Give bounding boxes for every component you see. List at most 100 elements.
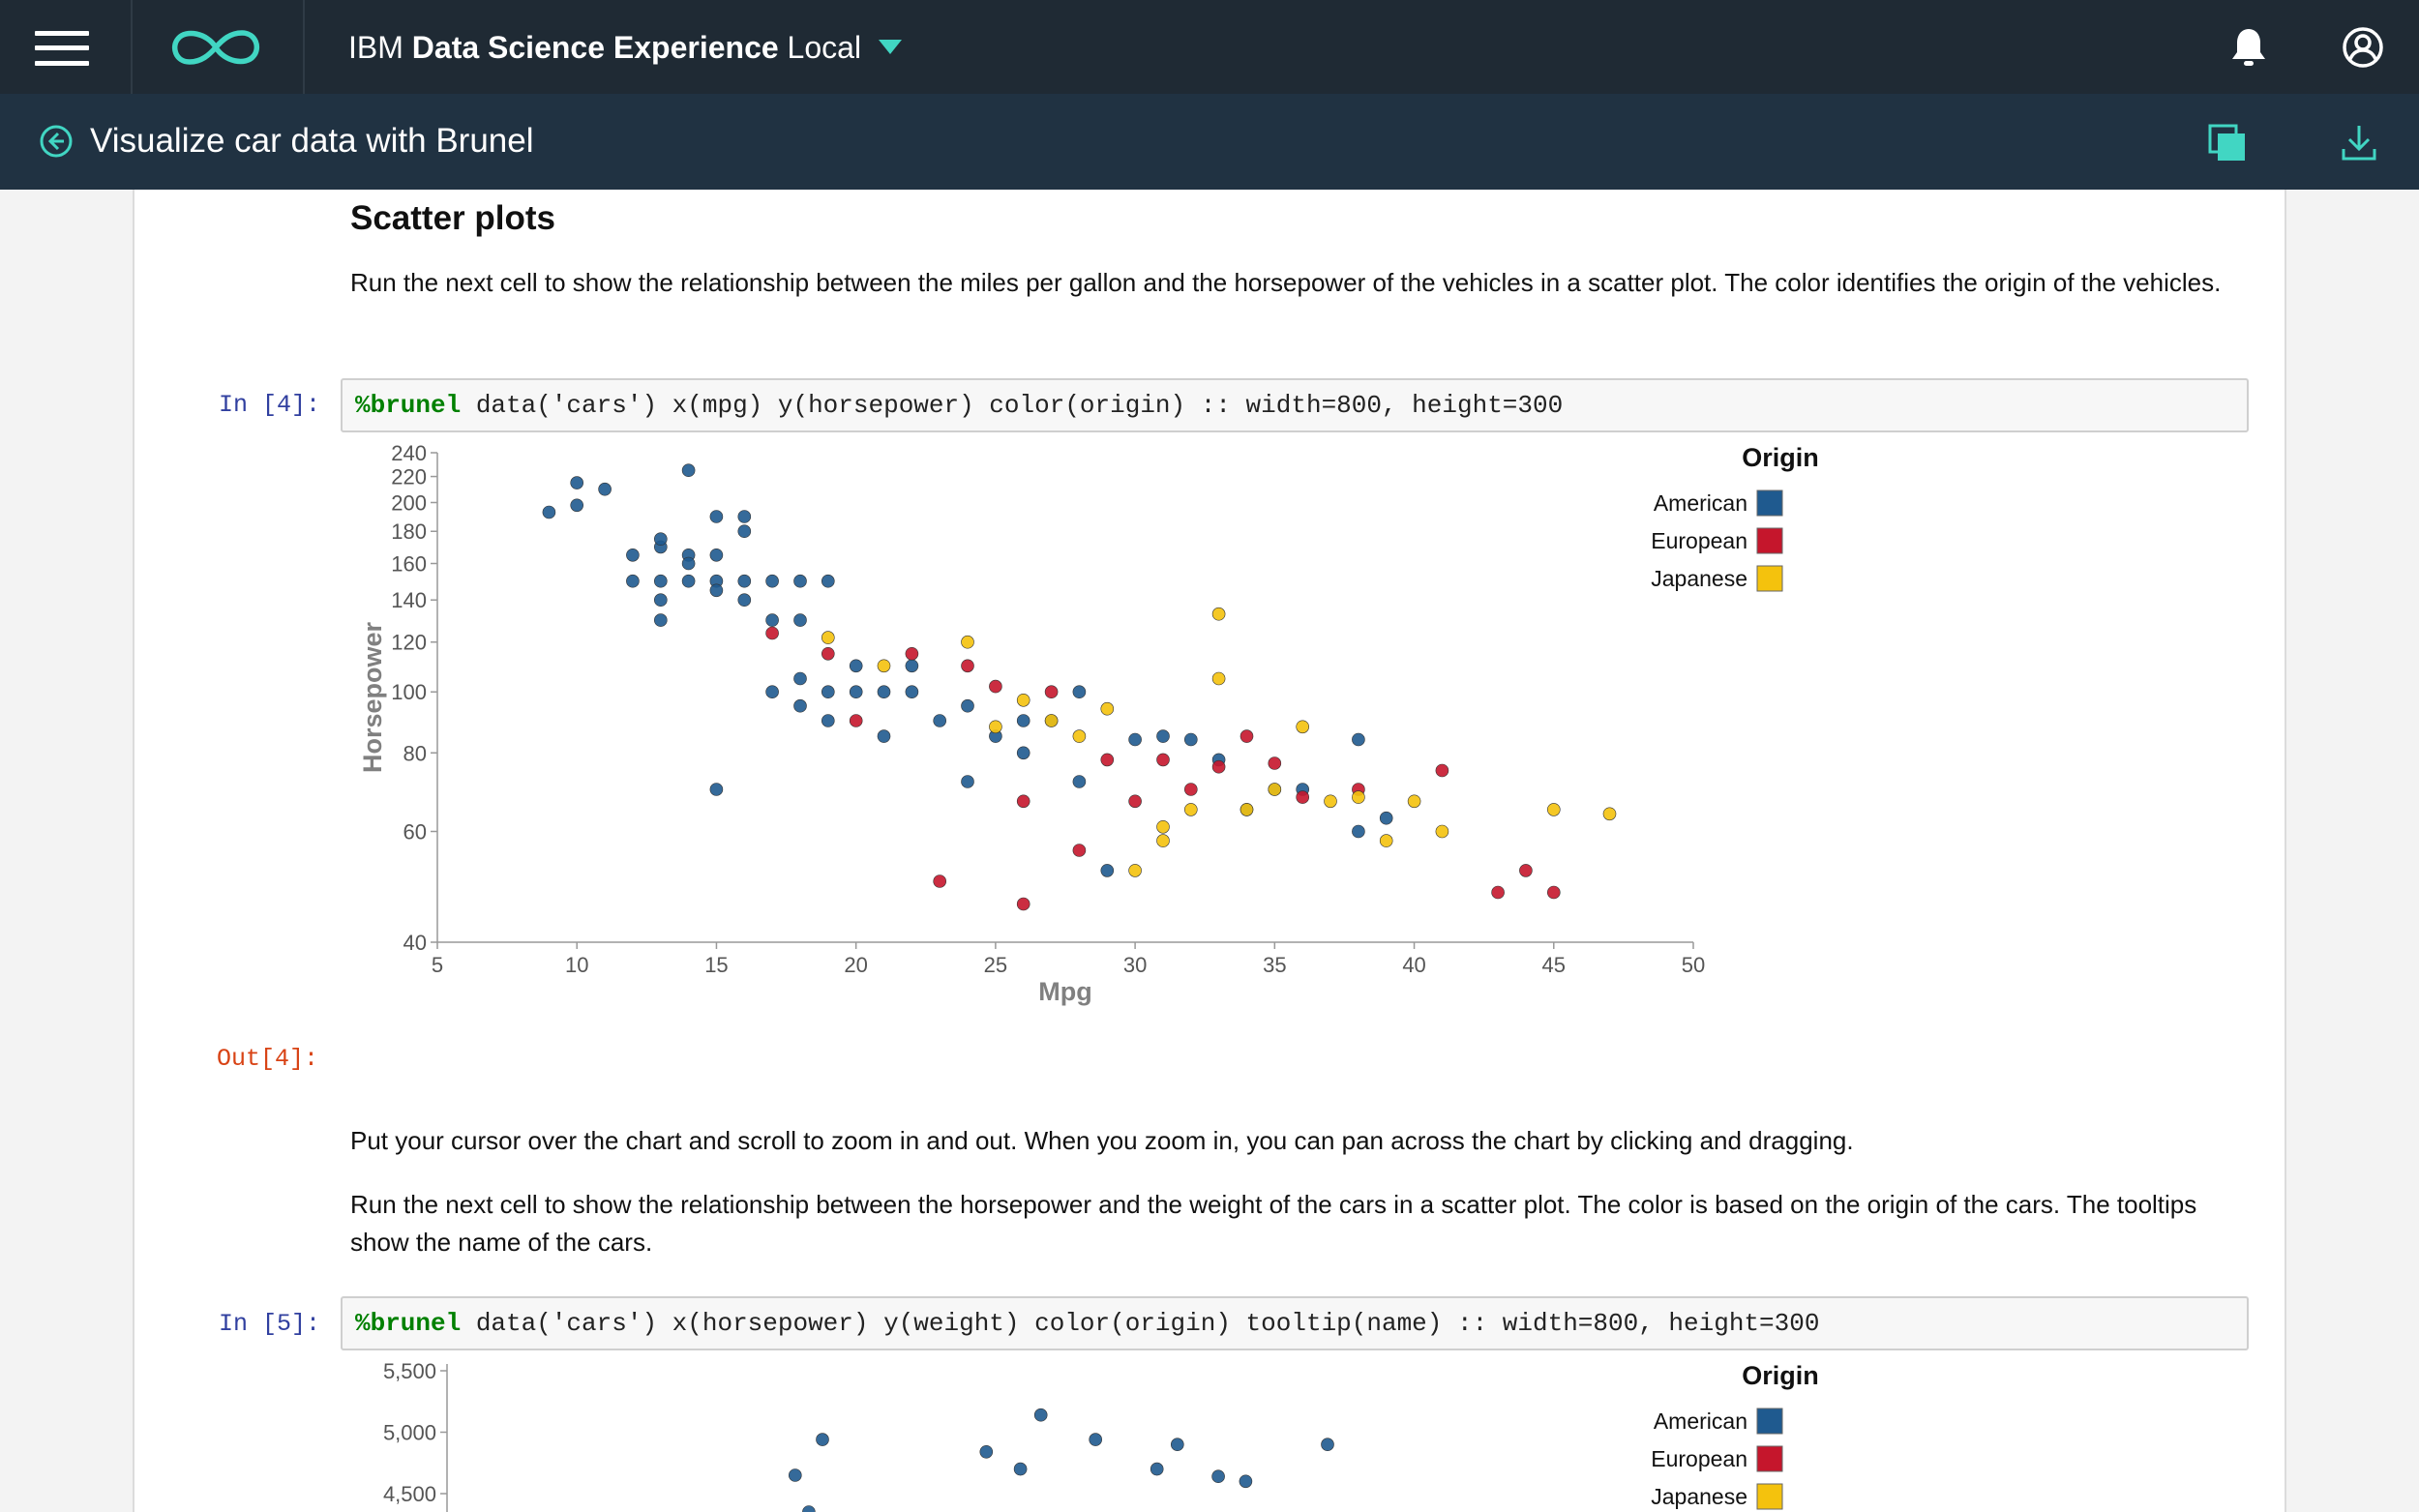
- scatter-point[interactable]: [1296, 720, 1310, 734]
- scatter-point[interactable]: [1100, 701, 1115, 716]
- scatter-point[interactable]: [961, 659, 974, 673]
- scatter-point[interactable]: [849, 714, 863, 727]
- scatter-point[interactable]: [1156, 729, 1170, 743]
- scatter-point[interactable]: [1211, 607, 1226, 621]
- scatter-point[interactable]: [1239, 803, 1254, 816]
- scatter-point[interactable]: [681, 463, 696, 478]
- scatter-point[interactable]: [1352, 790, 1365, 804]
- scatter-point[interactable]: [709, 548, 724, 562]
- scatter-point[interactable]: [1183, 803, 1198, 816]
- scatter-point[interactable]: [1296, 790, 1310, 804]
- scatter-point[interactable]: [816, 1433, 829, 1446]
- scatter-point[interactable]: [598, 482, 612, 496]
- scatter-point[interactable]: [793, 574, 807, 588]
- scatter-point[interactable]: [821, 574, 835, 588]
- scatter-point[interactable]: [709, 583, 724, 598]
- scatter-point[interactable]: [1183, 783, 1198, 796]
- dropdown-caret-icon[interactable]: [879, 40, 903, 55]
- scatter-point[interactable]: [1072, 729, 1087, 743]
- scatter-point[interactable]: [737, 593, 752, 607]
- scatter-point[interactable]: [1128, 794, 1142, 809]
- scatter-point[interactable]: [1170, 1438, 1184, 1451]
- scatter-point[interactable]: [1239, 729, 1254, 743]
- scatter-point[interactable]: [961, 775, 974, 788]
- scatter-point[interactable]: [1016, 897, 1030, 911]
- scatter-point[interactable]: [788, 1468, 802, 1482]
- scatter-point[interactable]: [653, 613, 668, 627]
- scatter-point[interactable]: [765, 574, 779, 588]
- scatter-point[interactable]: [1016, 693, 1030, 707]
- scatter-point[interactable]: [653, 574, 668, 588]
- bell-icon[interactable]: [2229, 27, 2268, 68]
- scatter-point[interactable]: [1352, 824, 1365, 839]
- scatter-point[interactable]: [1072, 844, 1087, 857]
- scatter-point[interactable]: [681, 574, 696, 588]
- scatter-point[interactable]: [1491, 885, 1505, 900]
- scatter-point[interactable]: [1239, 1474, 1253, 1489]
- code-cell[interactable]: %brunel data('cars') x(horsepower) y(wei…: [341, 1296, 2249, 1350]
- scatter-point[interactable]: [626, 548, 640, 562]
- scatter-point[interactable]: [793, 613, 807, 627]
- scatter-point[interactable]: [1072, 685, 1087, 699]
- scatter-point[interactable]: [765, 685, 779, 699]
- scatter-point[interactable]: [1100, 753, 1115, 767]
- scatter-point[interactable]: [1435, 824, 1449, 839]
- scatter-point[interactable]: [1128, 864, 1142, 877]
- scatter-point[interactable]: [737, 524, 752, 538]
- scatter-point[interactable]: [849, 659, 863, 673]
- scatter-point[interactable]: [1016, 714, 1030, 727]
- scatter-point[interactable]: [1519, 864, 1533, 877]
- scatter-point[interactable]: [653, 532, 668, 546]
- scatter-point[interactable]: [877, 685, 891, 699]
- scatter-point[interactable]: [1324, 794, 1337, 809]
- scatter-point[interactable]: [877, 729, 891, 743]
- scatter-point[interactable]: [1089, 1433, 1103, 1446]
- scatter-point[interactable]: [765, 626, 779, 640]
- scatter-point[interactable]: [905, 659, 919, 673]
- download-icon[interactable]: [2340, 122, 2378, 163]
- hamburger-menu-icon[interactable]: [35, 31, 89, 66]
- scatter-point[interactable]: [709, 510, 724, 523]
- scatter-point[interactable]: [1321, 1438, 1334, 1451]
- copy-icon[interactable]: [2208, 124, 2247, 163]
- scatter-point[interactable]: [821, 685, 835, 699]
- scatter-point[interactable]: [1150, 1462, 1164, 1476]
- scatter-point[interactable]: [933, 714, 947, 727]
- app-switcher[interactable]: IBM Data Science Experience Local: [348, 25, 903, 70]
- scatter-point[interactable]: [905, 647, 919, 661]
- scatter-point[interactable]: [681, 556, 696, 571]
- scatter-point[interactable]: [1156, 753, 1170, 767]
- scatter-point[interactable]: [793, 671, 807, 686]
- scatter-point[interactable]: [1016, 746, 1030, 760]
- scatter-point[interactable]: [821, 714, 835, 727]
- scatter-point[interactable]: [542, 505, 556, 519]
- scatter-point[interactable]: [626, 574, 640, 588]
- scatter-point[interactable]: [570, 476, 583, 489]
- scatter-point[interactable]: [737, 510, 752, 523]
- scatter-point[interactable]: [1156, 819, 1170, 834]
- code-cell[interactable]: %brunel data('cars') x(mpg) y(horsepower…: [341, 378, 2249, 432]
- scatter-point[interactable]: [1547, 885, 1561, 900]
- horsepower-weight-scatter-chart[interactable]: 5,500 5,000 4,500 Origin American European Ja…: [341, 1354, 1889, 1512]
- scatter-point[interactable]: [1044, 714, 1059, 727]
- scatter-point[interactable]: [1211, 1469, 1225, 1483]
- scatter-point[interactable]: [877, 659, 891, 673]
- scatter-point[interactable]: [1128, 732, 1142, 747]
- scatter-point[interactable]: [1211, 671, 1226, 686]
- scatter-point[interactable]: [849, 685, 863, 699]
- scatter-point[interactable]: [821, 647, 835, 661]
- scatter-point[interactable]: [765, 613, 779, 627]
- scatter-point[interactable]: [1379, 834, 1393, 847]
- scatter-point[interactable]: [821, 631, 835, 644]
- scatter-point[interactable]: [570, 498, 583, 513]
- back-arrow-icon[interactable]: [39, 124, 74, 159]
- infinity-logo-icon[interactable]: [168, 25, 263, 70]
- scatter-point[interactable]: [1352, 732, 1365, 747]
- scatter-point[interactable]: [989, 720, 1002, 734]
- scatter-point[interactable]: [1547, 803, 1561, 816]
- scatter-point[interactable]: [961, 635, 974, 649]
- scatter-point[interactable]: [1016, 794, 1030, 809]
- scatter-point[interactable]: [1379, 811, 1393, 825]
- scatter-point[interactable]: [1183, 732, 1198, 747]
- scatter-point[interactable]: [933, 875, 947, 888]
